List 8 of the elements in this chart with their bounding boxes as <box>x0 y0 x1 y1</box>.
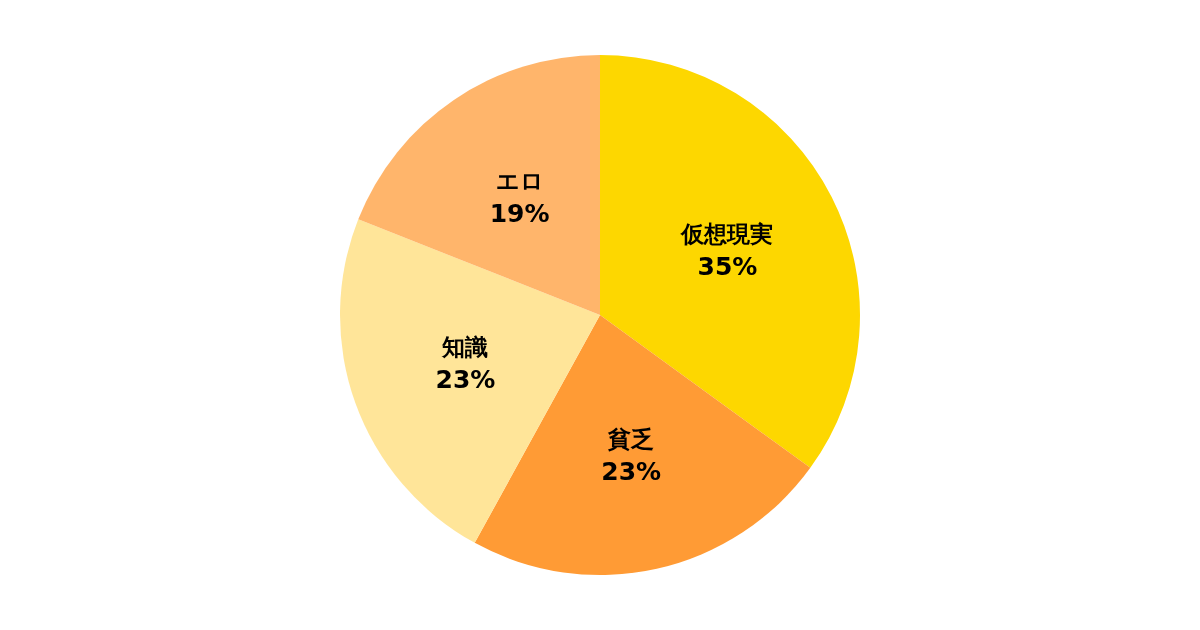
slice-label: 知識 <box>441 334 489 361</box>
data-label: 19% <box>489 198 550 228</box>
slice-label: 仮想現実 <box>680 221 774 248</box>
data-label: 23% <box>435 365 496 395</box>
slice-label: 貧乏 <box>607 425 655 452</box>
data-label: 35% <box>697 252 758 282</box>
data-label: 23% <box>601 456 662 486</box>
slice-label: エロ <box>495 167 544 194</box>
